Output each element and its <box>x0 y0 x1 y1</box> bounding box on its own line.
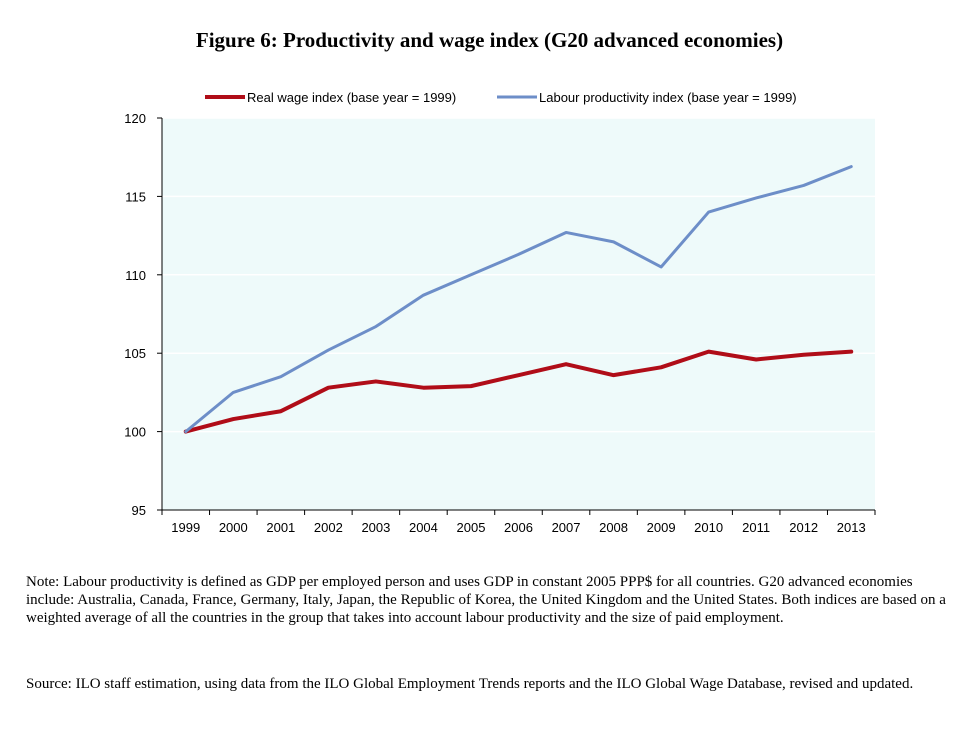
plot-area <box>162 118 875 510</box>
series-line-real-wage <box>183 349 854 434</box>
x-tick-label: 2006 <box>504 520 533 535</box>
x-tick-label: 2010 <box>694 520 723 535</box>
x-tick-label: 1999 <box>171 520 200 535</box>
x-tick-label: 2011 <box>742 520 770 535</box>
x-tick-label: 2001 <box>266 520 295 535</box>
y-tick-label: 100 <box>124 425 146 440</box>
note-text: Note: Labour productivity is defined as … <box>26 574 946 626</box>
series-line-labour-productivity <box>184 165 853 434</box>
y-tick-label: 110 <box>125 268 146 283</box>
x-tick-label: 2005 <box>457 520 486 535</box>
gridlines <box>162 117 875 433</box>
legend-label: Real wage index (base year = 1999) <box>247 90 456 105</box>
y-tick-label: 120 <box>124 111 146 126</box>
legend-label: Labour productivity index (base year = 1… <box>539 90 797 105</box>
x-tick-label: 2008 <box>599 520 628 535</box>
line-chart: Real wage index (base year = 1999) Labour… <box>124 90 876 535</box>
x-tick-label: 2012 <box>789 520 818 535</box>
source-text: Source: ILO staff estimation, using data… <box>26 676 914 692</box>
x-tick-label: 2004 <box>409 520 438 535</box>
series-lines <box>183 165 854 434</box>
x-tick-label: 2007 <box>552 520 581 535</box>
y-tick-label: 105 <box>124 346 146 361</box>
y-tick-label: 115 <box>125 189 146 204</box>
legend: Real wage index (base year = 1999) Labour… <box>205 90 797 105</box>
x-tick-label: 2002 <box>314 520 343 535</box>
x-tick-label: 2013 <box>837 520 866 535</box>
x-tick-label: 2009 <box>647 520 676 535</box>
y-tick-label: 95 <box>132 503 146 518</box>
figure-title: Figure 6: Productivity and wage index (G… <box>195 28 784 52</box>
x-tick-label: 2003 <box>361 520 390 535</box>
x-tick-label: 2000 <box>219 520 248 535</box>
axes: 95 100 105 110 115 120 1999 2000 2001 2002 2003 200… <box>124 111 876 535</box>
